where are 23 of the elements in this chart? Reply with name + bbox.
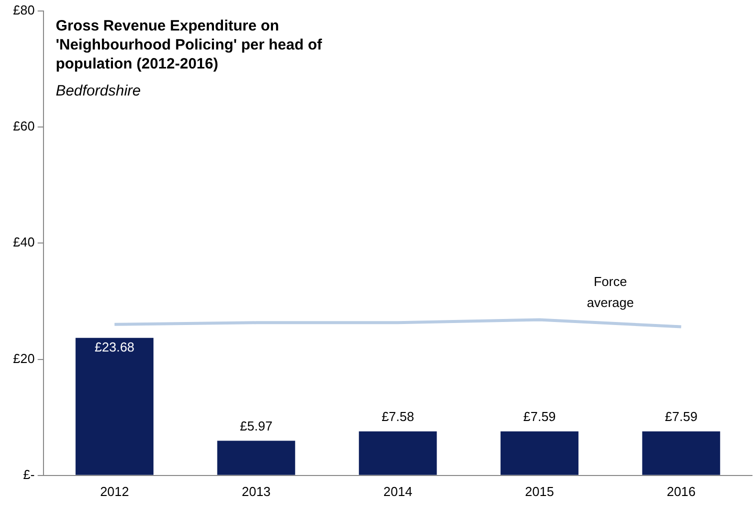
y-tick-label: £- [23, 466, 35, 482]
bar [76, 338, 154, 475]
data-label: £7.58 [382, 408, 414, 424]
series-label: Force average [586, 274, 634, 310]
y-tick-label: £20 [12, 350, 35, 366]
bar [642, 431, 720, 475]
x-tick-label: 2012 [100, 484, 129, 499]
x-tick-label: 2014 [383, 484, 412, 499]
data-label: £7.59 [523, 408, 556, 424]
x-tick-label: 2016 [666, 484, 696, 499]
bar [217, 440, 296, 475]
data-label: £7.59 [664, 408, 698, 424]
data-label: £23.68 [94, 339, 134, 354]
text: Gross Revenue Expenditure on 'Neighbourhood Policing' per head of population (2012-2016) [56, 17, 323, 72]
bar [358, 431, 437, 475]
data-label: £5.97 [240, 418, 272, 434]
x-tick-label: 2015 [525, 484, 554, 499]
text: Bedfordshire [56, 82, 141, 100]
y-tick-label: £60 [12, 118, 35, 134]
x-tick-label: 2013 [242, 484, 271, 499]
y-tick-label: £80 [12, 2, 35, 18]
bar [500, 431, 578, 475]
y-tick-label: £40 [12, 234, 35, 250]
